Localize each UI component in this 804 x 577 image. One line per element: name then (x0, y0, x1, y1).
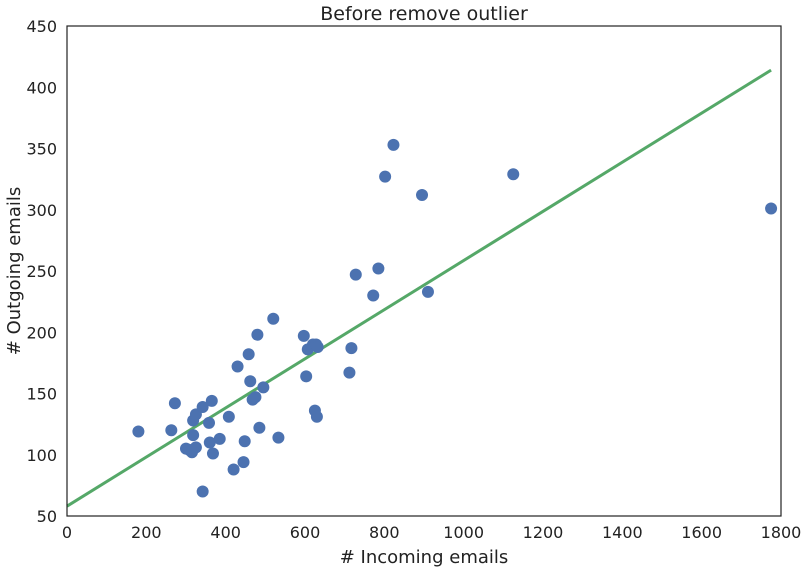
y-axis-label: # Outgoing emails (4, 187, 25, 355)
data-point (367, 289, 380, 302)
fit-line-layer (66, 68, 772, 508)
data-point (227, 463, 240, 476)
data-point (203, 436, 216, 449)
data-point (132, 425, 145, 438)
data-point (231, 360, 244, 373)
x-tick-label: 200 (131, 523, 162, 542)
data-point (205, 394, 218, 407)
data-point (242, 348, 255, 361)
data-point (387, 138, 400, 151)
data-point (379, 170, 392, 183)
y-tick-label: 50 (37, 507, 57, 526)
data-point (267, 312, 280, 325)
data-point (300, 370, 313, 383)
data-point (507, 168, 520, 181)
data-point (189, 441, 202, 454)
data-point (244, 375, 257, 388)
x-tick-label: 1200 (523, 523, 564, 542)
data-point (421, 285, 434, 298)
y-tick-label: 100 (26, 446, 57, 465)
data-point (203, 416, 216, 429)
data-point (345, 342, 358, 355)
data-point (213, 432, 226, 445)
data-point (206, 447, 219, 460)
x-tick-label: 800 (369, 523, 400, 542)
x-tick-label: 1000 (443, 523, 484, 542)
x-axis-label: # Incoming emails (340, 547, 509, 568)
data-point (310, 410, 323, 423)
data-point (272, 431, 285, 444)
y-axis-ticks: 50 100 150 200 250 300 350 400 450 (26, 17, 57, 526)
x-tick-label: 400 (210, 523, 241, 542)
data-point (196, 400, 209, 413)
data-point (237, 456, 250, 469)
y-tick-label: 150 (26, 385, 57, 404)
x-tick-label: 1600 (681, 523, 722, 542)
regression-line (66, 68, 772, 508)
data-point (187, 429, 200, 442)
y-tick-label: 300 (26, 201, 57, 220)
data-point (222, 410, 235, 423)
y-tick-label: 250 (26, 262, 57, 281)
y-tick-label: 450 (26, 17, 57, 36)
data-point (311, 340, 324, 353)
data-point (253, 421, 266, 434)
y-tick-label: 350 (26, 140, 57, 159)
y-tick-label: 200 (26, 323, 57, 342)
data-point (416, 189, 429, 202)
data-point (249, 391, 262, 404)
data-point (765, 202, 778, 215)
x-tick-label: 0 (62, 523, 72, 542)
data-point (372, 262, 385, 275)
data-point (238, 435, 251, 448)
data-point (251, 328, 264, 341)
data-points-layer (132, 138, 778, 498)
data-point (165, 424, 178, 437)
y-tick-label: 400 (26, 78, 57, 97)
x-axis-ticks: 0 200 400 600 800 1000 1200 1400 1600 1800 (62, 523, 801, 542)
x-tick-label: 600 (290, 523, 321, 542)
data-point (297, 329, 310, 342)
x-tick-label: 1800 (761, 523, 802, 542)
data-point (168, 397, 181, 410)
plot-area-frame (66, 25, 782, 517)
data-point (196, 485, 209, 498)
x-tick-label: 1400 (602, 523, 643, 542)
data-point (343, 366, 356, 379)
data-point (257, 381, 270, 394)
data-point (349, 268, 362, 281)
chart-title: Before remove outlier (320, 3, 528, 25)
